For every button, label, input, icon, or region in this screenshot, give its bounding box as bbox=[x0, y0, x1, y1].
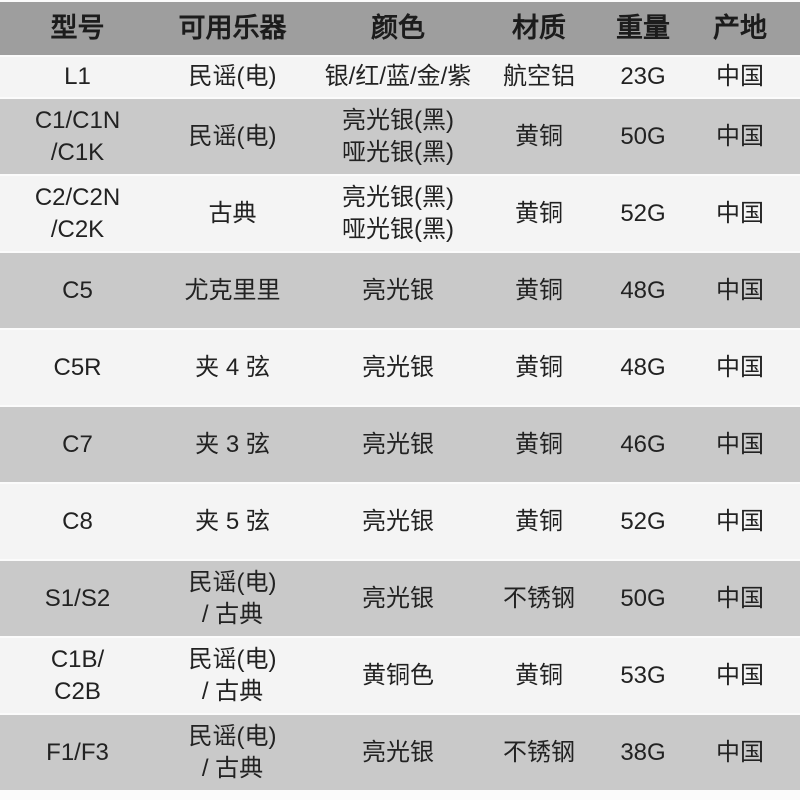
cell-instruments: 民谣(电) / 古典 bbox=[155, 715, 310, 790]
cell-material: 不锈钢 bbox=[486, 715, 592, 790]
table-row-f1f3: F1/F3 民谣(电) / 古典 亮光银 不锈钢 38G 中国 bbox=[0, 715, 800, 790]
cell-weight: 50G bbox=[592, 561, 694, 636]
cell-weight: 52G bbox=[592, 484, 694, 559]
cell-color: 亮光银(黑) 哑光银(黑) bbox=[310, 176, 486, 251]
table-row-s1s2: S1/S2 民谣(电) / 古典 亮光银 不锈钢 50G 中国 bbox=[0, 561, 800, 636]
table-row-c5: C5 尤克里里 亮光银 黄铜 48G 中国 bbox=[0, 253, 800, 328]
cell-weight: 48G bbox=[592, 330, 694, 405]
cell-origin: 中国 bbox=[694, 715, 800, 790]
cell-origin: 中国 bbox=[694, 57, 800, 97]
cell-model: C7 bbox=[0, 407, 155, 482]
cell-material: 黄铜 bbox=[486, 407, 592, 482]
cell-model: C2/C2N /C2K bbox=[0, 176, 155, 251]
cell-color: 亮光银 bbox=[310, 715, 486, 790]
cell-origin: 中国 bbox=[694, 253, 800, 328]
cell-origin: 中国 bbox=[694, 561, 800, 636]
cell-weight: 38G bbox=[592, 715, 694, 790]
column-header-origin: 产地 bbox=[694, 2, 800, 55]
cell-color: 亮光银 bbox=[310, 561, 486, 636]
cell-weight: 46G bbox=[592, 407, 694, 482]
table-row-l1: L1 民谣(电) 银/红/蓝/金/紫 航空铝 23G 中国 bbox=[0, 57, 800, 97]
cell-material: 黄铜 bbox=[486, 99, 592, 174]
table-header-row: 型号 可用乐器 颜色 材质 重量 产地 bbox=[0, 2, 800, 55]
cell-instruments: 民谣(电) / 古典 bbox=[155, 561, 310, 636]
cell-origin: 中国 bbox=[694, 330, 800, 405]
cell-material: 不锈钢 bbox=[486, 561, 592, 636]
cell-instruments: 尤克里里 bbox=[155, 253, 310, 328]
cell-color: 亮光银 bbox=[310, 330, 486, 405]
cell-model: C1B/ C2B bbox=[0, 638, 155, 713]
cell-instruments: 民谣(电) bbox=[155, 99, 310, 174]
table-row-c5r: C5R 夹 4 弦 亮光银 黄铜 48G 中国 bbox=[0, 330, 800, 405]
table-row-c1b-c2b: C1B/ C2B 民谣(电) / 古典 黄铜色 黄铜 53G 中国 bbox=[0, 638, 800, 713]
cell-material: 航空铝 bbox=[486, 57, 592, 97]
table-row-c7: C7 夹 3 弦 亮光银 黄铜 46G 中国 bbox=[0, 407, 800, 482]
cell-material: 黄铜 bbox=[486, 638, 592, 713]
cell-model: F1/F3 bbox=[0, 715, 155, 790]
cell-color: 亮光银 bbox=[310, 484, 486, 559]
cell-weight: 48G bbox=[592, 253, 694, 328]
column-header-color: 颜色 bbox=[310, 2, 486, 55]
cell-weight: 53G bbox=[592, 638, 694, 713]
cell-color: 亮光银 bbox=[310, 407, 486, 482]
cell-material: 黄铜 bbox=[486, 330, 592, 405]
cell-color: 亮光银 bbox=[310, 253, 486, 328]
cell-instruments: 夹 3 弦 bbox=[155, 407, 310, 482]
cell-color: 黄铜色 bbox=[310, 638, 486, 713]
column-header-instruments: 可用乐器 bbox=[155, 2, 310, 55]
table-row-c1: C1/C1N /C1K 民谣(电) 亮光银(黑) 哑光银(黑) 黄铜 50G 中… bbox=[0, 99, 800, 174]
cell-instruments: 古典 bbox=[155, 176, 310, 251]
cell-origin: 中国 bbox=[694, 638, 800, 713]
cell-instruments: 民谣(电) / 古典 bbox=[155, 638, 310, 713]
cell-origin: 中国 bbox=[694, 407, 800, 482]
cell-model: C5R bbox=[0, 330, 155, 405]
cell-model: C1/C1N /C1K bbox=[0, 99, 155, 174]
cell-model: S1/S2 bbox=[0, 561, 155, 636]
cell-weight: 50G bbox=[592, 99, 694, 174]
cell-model: C8 bbox=[0, 484, 155, 559]
table-row-c8: C8 夹 5 弦 亮光银 黄铜 52G 中国 bbox=[0, 484, 800, 559]
cell-instruments: 夹 4 弦 bbox=[155, 330, 310, 405]
column-header-model: 型号 bbox=[0, 2, 155, 55]
table-row-c2: C2/C2N /C2K 古典 亮光银(黑) 哑光银(黑) 黄铜 52G 中国 bbox=[0, 176, 800, 251]
cell-origin: 中国 bbox=[694, 484, 800, 559]
column-header-material: 材质 bbox=[486, 2, 592, 55]
cell-color: 亮光银(黑) 哑光银(黑) bbox=[310, 99, 486, 174]
cell-origin: 中国 bbox=[694, 99, 800, 174]
cell-color: 银/红/蓝/金/紫 bbox=[310, 57, 486, 97]
cell-material: 黄铜 bbox=[486, 484, 592, 559]
cell-weight: 23G bbox=[592, 57, 694, 97]
cell-instruments: 夹 5 弦 bbox=[155, 484, 310, 559]
cell-instruments: 民谣(电) bbox=[155, 57, 310, 97]
cell-model: L1 bbox=[0, 57, 155, 97]
column-header-weight: 重量 bbox=[592, 2, 694, 55]
cell-model: C5 bbox=[0, 253, 155, 328]
cell-origin: 中国 bbox=[694, 176, 800, 251]
cell-material: 黄铜 bbox=[486, 176, 592, 251]
cell-weight: 52G bbox=[592, 176, 694, 251]
cell-material: 黄铜 bbox=[486, 253, 592, 328]
